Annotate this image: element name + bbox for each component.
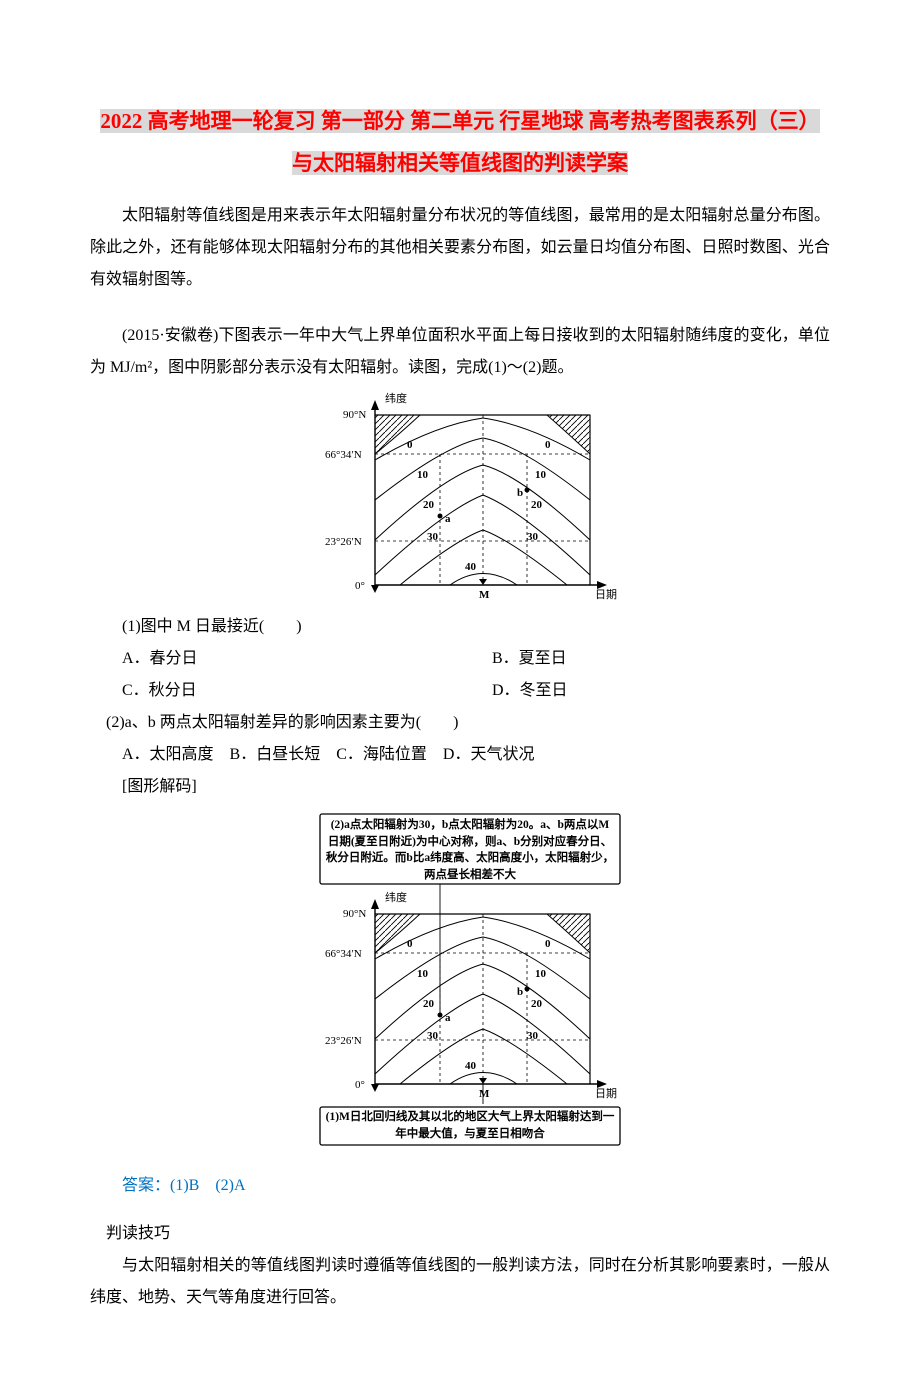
- svg-text:10: 10: [417, 469, 429, 481]
- svg-text:20: 20: [423, 499, 435, 511]
- answer-line: 答案：(1)B (2)A: [90, 1170, 830, 1202]
- question-stem: (2015·安徽卷)下图表示一年中大气上界单位面积水平面上每日接收到的太阳辐射随…: [90, 320, 830, 384]
- svg-text:23°26′N: 23°26′N: [325, 1035, 362, 1047]
- q1-optA: A．春分日: [90, 643, 460, 675]
- tips-label: 判读技巧: [90, 1218, 830, 1250]
- svg-text:20: 20: [531, 998, 543, 1010]
- svg-text:0°: 0°: [355, 1079, 365, 1091]
- q2-text: (2)a、b 两点太阳辐射差异的影响因素主要为( ): [90, 707, 830, 739]
- svg-text:10: 10: [417, 968, 429, 980]
- q1-options-row1: A．春分日 B．夏至日: [90, 643, 830, 675]
- svg-text:b: b: [517, 487, 523, 499]
- svg-text:90°N: 90°N: [343, 409, 366, 421]
- svg-text:0: 0: [407, 938, 413, 950]
- decode-label: [图形解码]: [90, 771, 830, 803]
- svg-text:0°: 0°: [355, 580, 365, 592]
- y-axis-label: 纬度: [385, 391, 407, 405]
- q1-text: (1)图中 M 日最接近( ): [90, 611, 830, 643]
- q1-options-row2: C．秋分日 D．冬至日: [90, 675, 830, 707]
- svg-text:M: M: [479, 589, 490, 600]
- svg-text:30: 30: [527, 531, 539, 543]
- svg-text:日期: 日期: [595, 1087, 617, 1100]
- svg-text:20: 20: [531, 499, 543, 511]
- svg-text:20: 20: [423, 998, 435, 1010]
- title-text: 2022 高考地理一轮复习 第一部分 第二单元 行星地球 高考热考图表系列（三）…: [100, 109, 819, 175]
- svg-text:0: 0: [545, 439, 551, 451]
- intro-paragraph: 太阳辐射等值线图是用来表示年太阳辐射量分布状况的等值线图，最常用的是太阳辐射总量…: [90, 200, 830, 296]
- document-title: 2022 高考地理一轮复习 第一部分 第二单元 行星地球 高考热考图表系列（三）…: [90, 100, 830, 184]
- svg-text:90°N: 90°N: [343, 908, 366, 920]
- svg-text:40: 40: [465, 561, 477, 573]
- q1-optC: C．秋分日: [90, 675, 460, 707]
- svg-text:日期: 日期: [595, 588, 617, 600]
- tips-paragraph: 与太阳辐射相关的等值线图判读时遵循等值线图的一般判读方法，同时在分析其影响要素时…: [90, 1250, 830, 1314]
- svg-text:a: a: [445, 1012, 451, 1024]
- figure-1: 纬度 90°N 66°34′N 23°26′N 0°: [90, 390, 830, 605]
- svg-text:a: a: [445, 513, 451, 525]
- svg-text:66°34′N: 66°34′N: [325, 449, 362, 461]
- svg-text:10: 10: [535, 968, 547, 980]
- svg-text:66°34′N: 66°34′N: [325, 948, 362, 960]
- svg-text:0: 0: [407, 439, 413, 451]
- svg-text:纬度: 纬度: [385, 890, 407, 904]
- svg-text:30: 30: [527, 1030, 539, 1042]
- q1-optB: B．夏至日: [460, 643, 830, 675]
- svg-text:30: 30: [427, 531, 439, 543]
- q1-optD: D．冬至日: [460, 675, 830, 707]
- figure-2: (2)a点太阳辐射为30，b点太阳辐射为20。a、b两点以M日期(夏至日附近)为…: [90, 809, 830, 1154]
- annotation-bottom: (1)M日北回归线及其以北的地区大气上界太阳辐射达到一年中最大值，与夏至日相吻合: [325, 1109, 615, 1142]
- annotation-top: (2)a点太阳辐射为30，b点太阳辐射为20。a、b两点以M日期(夏至日附近)为…: [325, 817, 615, 883]
- svg-text:30: 30: [427, 1030, 439, 1042]
- svg-text:23°26′N: 23°26′N: [325, 536, 362, 548]
- svg-text:10: 10: [535, 469, 547, 481]
- svg-text:M: M: [479, 1088, 490, 1100]
- svg-text:40: 40: [465, 1060, 477, 1072]
- svg-text:0: 0: [545, 938, 551, 950]
- svg-text:b: b: [517, 986, 523, 998]
- q2-options: A．太阳高度 B．白昼长短 C．海陆位置 D．天气状况: [90, 739, 830, 771]
